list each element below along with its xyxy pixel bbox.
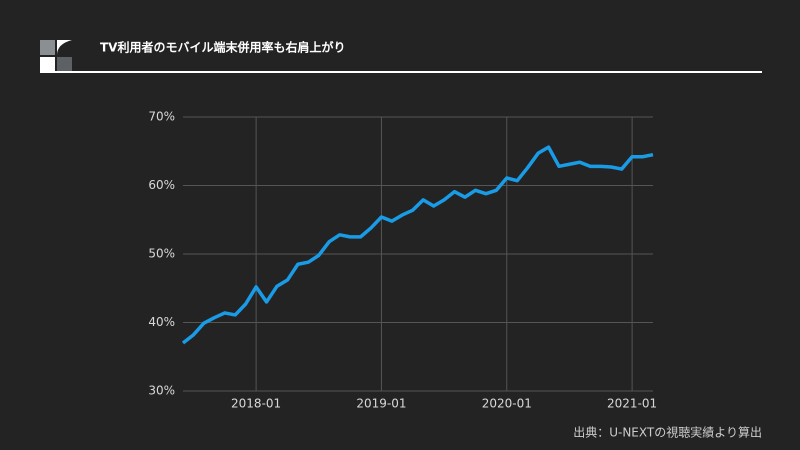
y-tick-label: 40%	[148, 315, 175, 329]
y-tick-label: 30%	[148, 384, 175, 398]
x-tick-label: 2020-01	[482, 397, 532, 411]
y-tick-label: 70%	[148, 110, 175, 124]
y-tick-label: 50%	[148, 247, 175, 261]
source-note: 出典：U-NEXTの視聴実績より算出	[573, 425, 762, 440]
x-tick-label: 2019-01	[356, 397, 406, 411]
data-line	[181, 145, 654, 345]
x-tick-label: 2021-01	[607, 397, 657, 411]
chart-title: TV利用者のモバイル端末併用率も右肩上がり	[100, 40, 345, 55]
y-tick-label: 60%	[148, 178, 175, 192]
x-tick-label: 2018-01	[231, 397, 281, 411]
logo	[40, 40, 72, 72]
